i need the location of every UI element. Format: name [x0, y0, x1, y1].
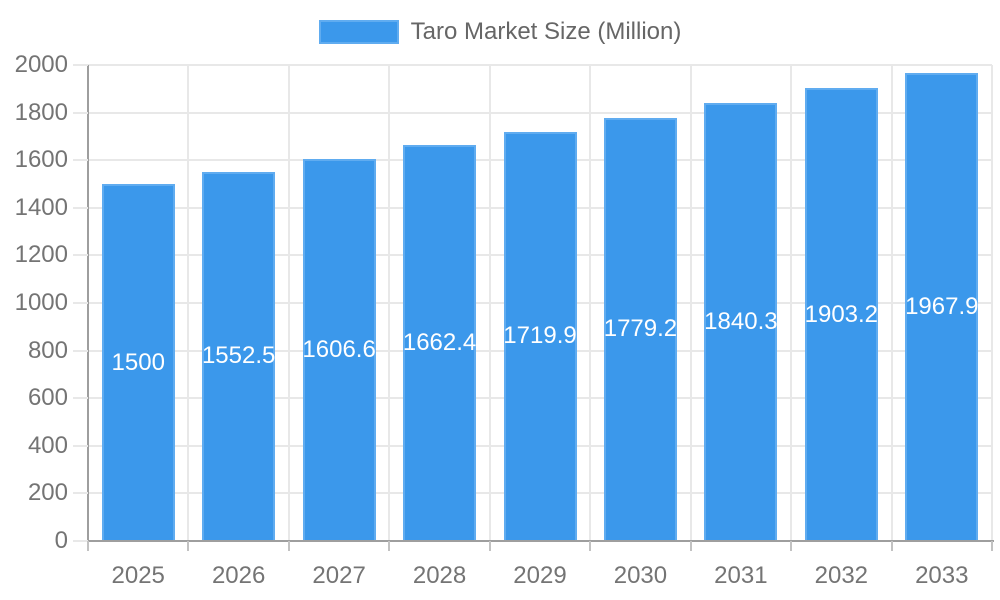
x-axis-tick-label: 2028 — [412, 562, 467, 589]
y-axis-tick-label: 800 — [27, 336, 68, 364]
x-axis-tick-label: 2033 — [915, 562, 969, 589]
y-axis-tick-label: 1800 — [14, 98, 68, 126]
x-axis-tick-label: 2032 — [814, 562, 869, 589]
bar-2031 — [704, 103, 778, 541]
x-tick-mark — [488, 541, 491, 551]
y-axis-tick-label: 200 — [27, 479, 68, 507]
y-axis-tick-label: 400 — [27, 431, 68, 459]
y-axis-tick-label: 1400 — [14, 193, 68, 221]
y-axis-tick-label: 1600 — [14, 146, 68, 174]
bar-2025 — [101, 184, 175, 541]
x-gridline — [589, 65, 592, 541]
y-tick-mark — [73, 111, 88, 114]
x-tick-mark — [790, 541, 793, 551]
y-tick-mark — [73, 540, 88, 542]
x-axis-tick-label: 2031 — [714, 562, 768, 589]
x-tick-mark — [287, 541, 290, 551]
x-axis-tick-label: 2030 — [613, 562, 668, 589]
bar-value-label: 1662.4 — [402, 329, 477, 357]
plot-area: 1500 1552.5 1606.6 1662.4 1719.9 1779.2 1840.3… — [88, 64, 993, 541]
bar-value-label: 1719.9 — [503, 322, 577, 350]
bar-2033 — [905, 72, 979, 541]
bar-2029 — [503, 131, 577, 541]
y-tick-mark — [73, 444, 88, 447]
bar-2032 — [804, 88, 878, 541]
bar-2027 — [302, 158, 376, 541]
bar-value-label: 1779.2 — [603, 315, 678, 343]
bar-2028 — [403, 145, 477, 541]
y-tick-mark — [73, 64, 88, 66]
y-gridline — [88, 64, 992, 66]
x-gridline — [488, 65, 491, 541]
x-tick-mark — [187, 541, 190, 551]
x-axis-tick-label: 2029 — [513, 562, 567, 589]
x-gridline — [187, 65, 190, 541]
y-tick-mark — [73, 302, 88, 304]
x-axis-tick-label: 2026 — [211, 562, 266, 589]
x-axis-tick-label: 2025 — [111, 562, 165, 589]
x-tick-mark — [388, 541, 391, 551]
y-tick-mark — [73, 349, 88, 352]
bar-value-label: 1903.2 — [804, 300, 879, 328]
x-gridline — [287, 65, 290, 541]
y-axis-tick-label: 600 — [27, 384, 68, 412]
bar-value-label: 1552.5 — [201, 342, 276, 370]
x-tick-mark — [890, 541, 893, 551]
bar-value-label: 1606.6 — [302, 335, 376, 363]
bar-2030 — [603, 117, 677, 541]
x-axis-tick-label: 2027 — [312, 562, 366, 589]
x-tick-mark — [689, 541, 692, 551]
x-gridline — [790, 65, 793, 541]
y-axis-line — [87, 65, 89, 543]
x-tick-mark — [87, 541, 89, 551]
x-gridline — [388, 65, 391, 541]
x-gridline — [991, 65, 993, 541]
y-tick-mark — [73, 397, 88, 400]
legend-swatch — [318, 20, 399, 44]
legend-label: Taro Market Size (Million) — [410, 18, 682, 45]
y-axis-tick-label: 1200 — [14, 241, 68, 269]
y-gridline — [88, 111, 992, 114]
bar-value-label: 1840.3 — [704, 308, 778, 335]
y-axis-tick-label: 1000 — [14, 289, 68, 316]
bar-2026 — [202, 171, 276, 541]
bar-value-label: 1500 — [111, 348, 165, 376]
y-tick-mark — [73, 254, 88, 257]
legend-item[interactable]: Taro Market Size (Million) — [0, 18, 1000, 46]
y-tick-mark — [73, 159, 88, 162]
x-gridline — [890, 65, 893, 541]
y-tick-mark — [73, 492, 88, 495]
y-axis-tick-label: 2000 — [14, 51, 68, 78]
bar-value-label: 1967.9 — [905, 292, 979, 320]
y-axis-tick-label: 0 — [54, 527, 68, 554]
x-tick-mark — [991, 541, 993, 551]
y-tick-mark — [73, 206, 88, 209]
x-axis-line — [78, 540, 994, 542]
x-gridline — [689, 65, 692, 541]
x-tick-mark — [589, 541, 592, 551]
